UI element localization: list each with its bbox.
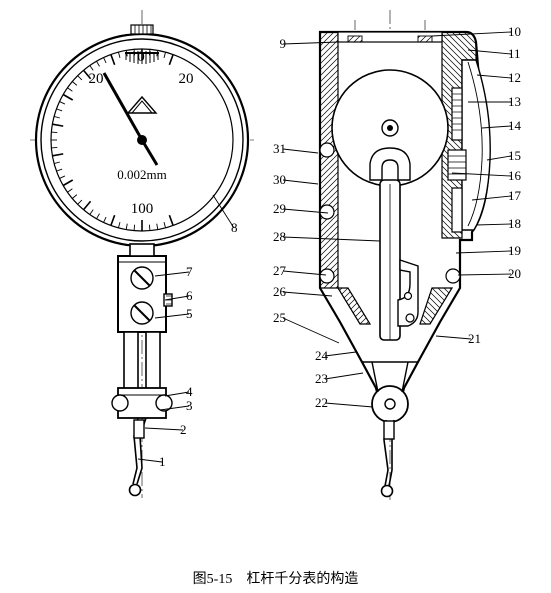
svg-text:7: 7 [186, 264, 193, 279]
svg-text:21: 21 [468, 331, 481, 346]
svg-text:18: 18 [508, 216, 521, 231]
neck [130, 244, 154, 256]
crown [131, 25, 153, 34]
svg-text:26: 26 [273, 284, 287, 299]
svg-text:5: 5 [186, 306, 193, 321]
svg-text:30: 30 [273, 172, 286, 187]
svg-text:11: 11 [508, 46, 521, 61]
svg-text:1: 1 [159, 454, 166, 469]
stylus [130, 418, 147, 496]
diagram-svg: 8765432193130292827262524232210111213141… [0, 0, 551, 593]
svg-text:10: 10 [508, 24, 521, 39]
svg-text:8: 8 [231, 220, 238, 235]
svg-text:100: 100 [131, 201, 154, 217]
figure-caption: 图5-15 杠杆千分表的构造 [0, 568, 551, 588]
svg-text:15: 15 [508, 148, 521, 163]
svg-text:16: 16 [508, 168, 522, 183]
svg-text:14: 14 [508, 118, 522, 133]
svg-text:2: 2 [180, 422, 187, 437]
svg-text:25: 25 [273, 310, 286, 325]
svg-text:19: 19 [508, 243, 521, 258]
svg-text:17: 17 [508, 188, 522, 203]
svg-text:23: 23 [315, 371, 328, 386]
svg-text:13: 13 [508, 94, 521, 109]
svg-text:29: 29 [273, 201, 286, 216]
svg-text:3: 3 [186, 398, 193, 413]
svg-text:22: 22 [315, 395, 328, 410]
svg-text:20: 20 [89, 71, 104, 87]
svg-text:6: 6 [186, 288, 193, 303]
svg-text:31: 31 [273, 141, 286, 156]
svg-text:9: 9 [280, 36, 287, 51]
svg-text:27: 27 [273, 263, 287, 278]
stylus-right [382, 420, 395, 497]
svg-text:24: 24 [315, 348, 329, 363]
svg-text:4: 4 [186, 384, 193, 399]
svg-text:20: 20 [508, 266, 521, 281]
mounting-block [118, 256, 172, 332]
left-view [30, 10, 254, 498]
svg-text:0: 0 [137, 49, 145, 65]
svg-text:20: 20 [179, 71, 194, 87]
figure-page: 8765432193130292827262524232210111213141… [0, 0, 551, 593]
svg-text:0.002mm: 0.002mm [117, 167, 166, 182]
svg-text:12: 12 [508, 70, 521, 85]
svg-text:28: 28 [273, 229, 286, 244]
right-view [320, 10, 490, 500]
